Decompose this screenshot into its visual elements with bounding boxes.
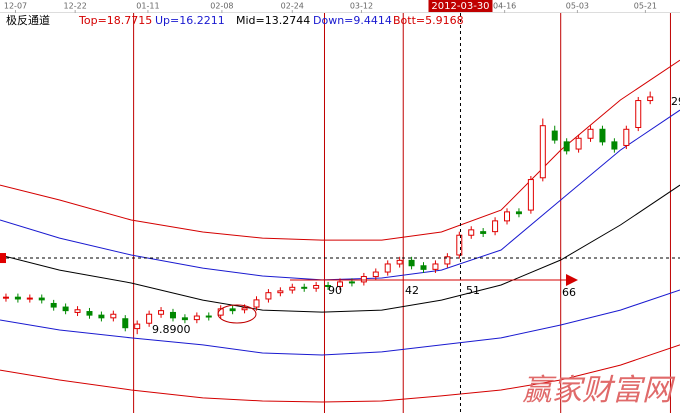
candle-body	[635, 100, 642, 128]
indicator-label: Up=16.2211	[155, 14, 225, 27]
candle-body	[599, 128, 606, 143]
candle-body	[110, 313, 117, 319]
band-line	[0, 59, 680, 241]
candle-body	[456, 234, 463, 256]
band-line	[0, 184, 680, 313]
candle-body	[480, 231, 487, 234]
candle-body	[420, 265, 427, 270]
candle-body	[14, 296, 21, 300]
x-tick-label: 02-24	[281, 2, 304, 11]
chart-title: 极反通道	[6, 13, 50, 27]
indicator-label: Top=18.7715	[78, 14, 152, 27]
candle-body	[229, 308, 236, 312]
candle-body	[515, 211, 522, 215]
circle-mark	[217, 304, 257, 324]
crosshair-date-box	[428, 0, 493, 12]
candle-body	[563, 141, 570, 152]
candle-body	[372, 271, 379, 278]
candle-body	[146, 313, 153, 324]
candle-body	[408, 259, 415, 267]
candle-body	[587, 128, 594, 139]
candle-body	[169, 311, 176, 319]
x-tick-label: 05-03	[566, 2, 589, 11]
candle-body	[647, 96, 654, 102]
candle-body	[241, 307, 248, 311]
annotation: 90	[328, 284, 342, 297]
candle-body	[38, 297, 45, 301]
x-tick-label: 02-08	[210, 2, 233, 11]
candle-body	[265, 292, 272, 300]
arrow-head	[566, 274, 578, 286]
x-tick-label: 12-22	[64, 2, 87, 11]
candle-body	[158, 310, 165, 315]
candle-body	[193, 315, 200, 321]
candle-body	[98, 314, 105, 319]
crosshair-date: 2012-03-30	[431, 1, 489, 12]
annotation: 51	[466, 284, 480, 297]
candle-body	[26, 297, 33, 300]
annotation: 42	[405, 284, 419, 297]
candle-body	[396, 259, 403, 265]
candle-body	[337, 281, 343, 287]
indicator-label: Down=9.4414	[313, 14, 392, 27]
candle-body	[313, 285, 320, 289]
candle-body	[384, 263, 391, 273]
crosshair-marker	[0, 253, 6, 264]
candle-body	[86, 311, 93, 316]
band-line	[0, 289, 680, 356]
candle-body	[122, 318, 129, 329]
indicator-label: Mid=13.2744	[236, 14, 310, 27]
indicator-label: Bott=5.9168	[393, 14, 464, 27]
candle-body	[74, 309, 81, 313]
annotation: 29	[671, 95, 680, 108]
x-tick-label: 03-12	[350, 2, 373, 11]
candle-body	[205, 315, 212, 318]
annotation: 9.8900	[152, 323, 191, 336]
candle-body	[181, 317, 188, 321]
candle-body	[611, 141, 618, 150]
candle-body	[504, 211, 511, 222]
candle-body	[277, 290, 284, 294]
candle-body	[253, 299, 260, 308]
candle-body	[539, 125, 546, 179]
candle-body	[432, 263, 439, 270]
candle-body	[444, 256, 451, 265]
x-tick-label: 01-11	[136, 2, 159, 11]
candle-body	[492, 220, 499, 233]
candle-body	[289, 286, 296, 291]
candle-body	[575, 137, 582, 150]
candle-body	[301, 286, 308, 289]
candle-body	[468, 229, 475, 236]
x-tick-label: 04-16	[493, 2, 516, 11]
candle-body	[527, 179, 534, 211]
candle-body	[623, 128, 630, 146]
watermark: 赢家财富网	[522, 373, 676, 408]
band-line	[0, 344, 680, 403]
candle-body	[325, 285, 332, 288]
candle-body	[62, 306, 69, 312]
candle-body	[50, 302, 57, 308]
candle-body	[360, 276, 367, 283]
candle-body	[134, 323, 141, 330]
annotation: 66	[562, 286, 576, 299]
x-tick-label: 12-07	[4, 2, 27, 11]
x-tick-label: 05-21	[634, 2, 657, 11]
candle-body	[2, 296, 9, 299]
candle-body	[551, 130, 558, 141]
candle-body	[348, 281, 355, 284]
